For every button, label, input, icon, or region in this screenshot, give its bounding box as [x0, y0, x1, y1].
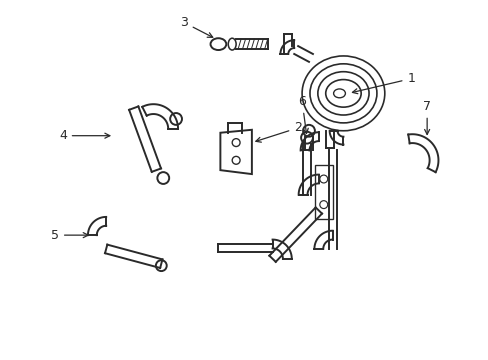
Text: 1: 1: [352, 72, 414, 94]
Text: 3: 3: [180, 16, 212, 37]
Text: 2: 2: [255, 121, 302, 142]
Text: 6: 6: [298, 95, 307, 134]
Text: 5: 5: [51, 229, 88, 242]
Text: 4: 4: [59, 129, 110, 142]
Text: 7: 7: [422, 100, 430, 135]
